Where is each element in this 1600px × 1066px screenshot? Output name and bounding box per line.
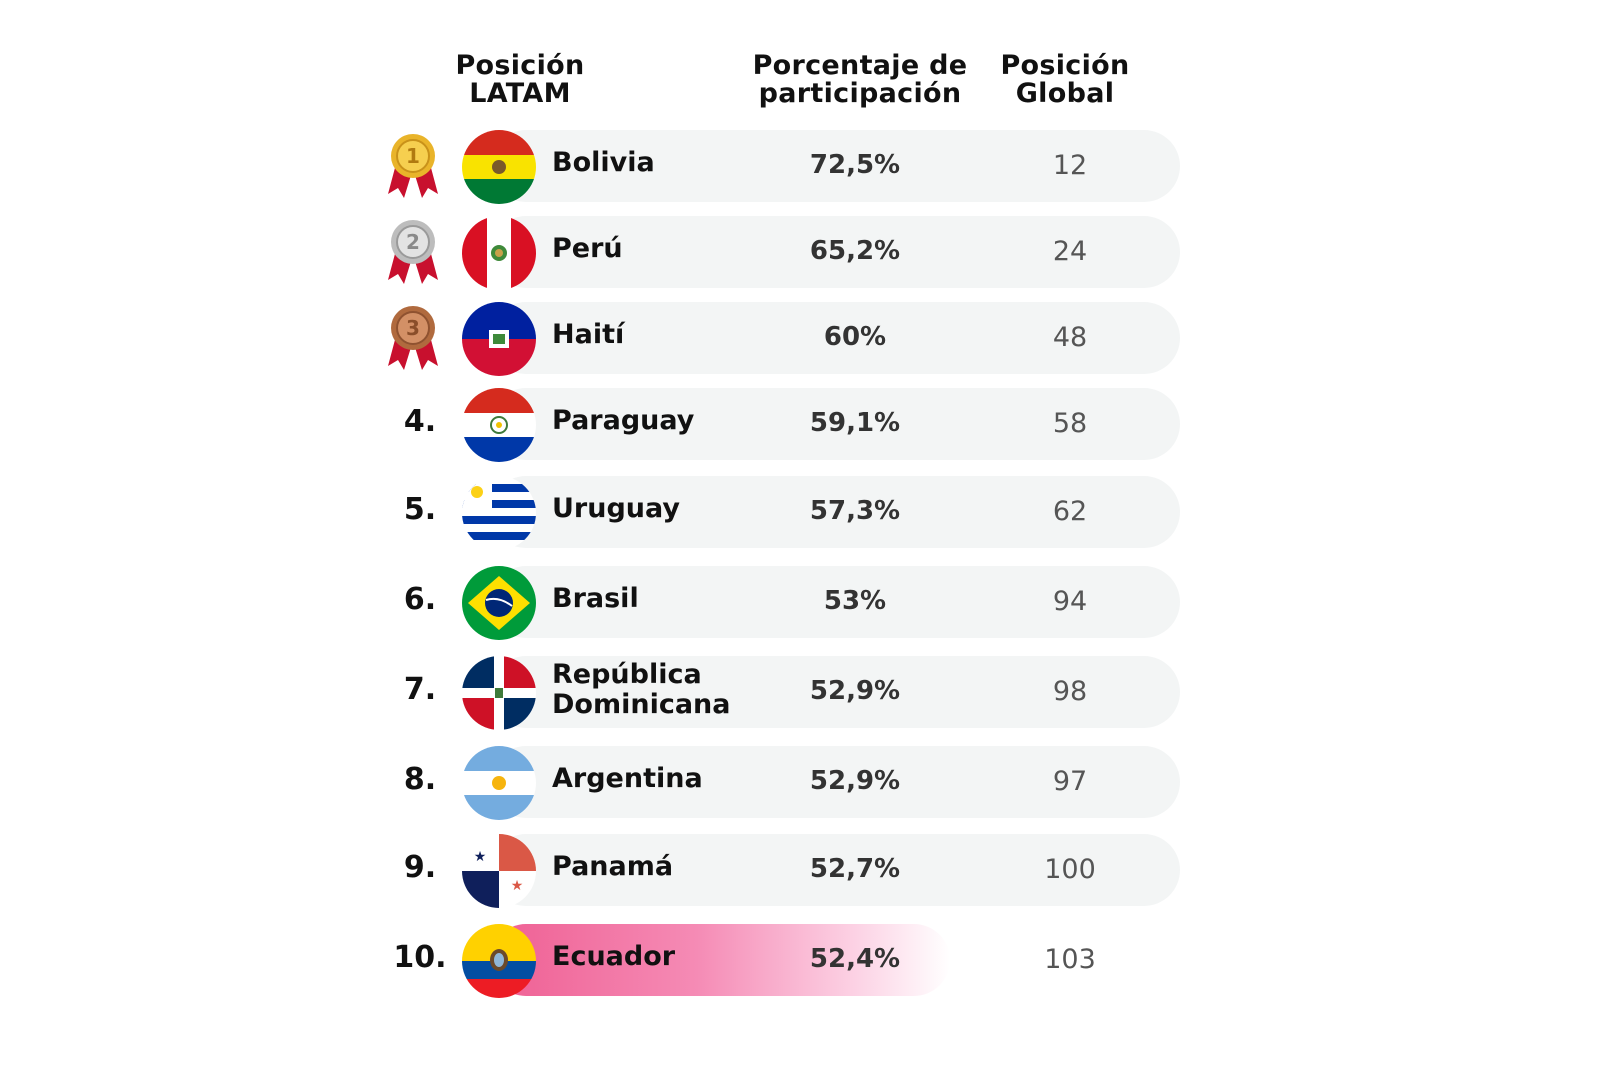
- row-background: [490, 476, 1180, 548]
- header-global-line1: Posición: [1000, 50, 1130, 81]
- haiti-flag-icon: [462, 302, 536, 376]
- svg-text:★: ★: [511, 878, 524, 894]
- gold-medal-icon: 1: [382, 130, 444, 202]
- row-background: [490, 130, 1180, 202]
- rank-number: 9.: [403, 850, 437, 885]
- paraguay-flag-icon: [462, 388, 536, 462]
- svg-text:2: 2: [406, 230, 420, 254]
- peru-flag-icon: [462, 216, 536, 290]
- argentina-flag-icon: [462, 746, 536, 820]
- brasil-flag-icon: [462, 566, 536, 640]
- header-pct-line2: participación: [758, 78, 962, 109]
- row-background: [490, 746, 1180, 818]
- participation-percent: 52,9%: [809, 766, 901, 796]
- bolivia-flag-icon: [462, 130, 536, 204]
- row-background: [490, 302, 1180, 374]
- country-name: Paraguay: [552, 405, 695, 436]
- participation-percent: 53%: [823, 586, 887, 616]
- global-position: 98: [1052, 676, 1088, 707]
- table-row-paraguay: 4. Paraguay 59,1% 58: [0, 388, 1600, 462]
- participation-percent: 65,2%: [809, 236, 901, 266]
- header-posicion-global: Posición Global: [985, 52, 1145, 108]
- global-position: 62: [1052, 496, 1088, 527]
- bronze-medal-icon: 3: [382, 302, 444, 374]
- row-background: [490, 388, 1180, 460]
- rank-number: 5.: [403, 492, 437, 527]
- header-pct-line1: Porcentaje de: [752, 50, 968, 81]
- country-name: Bolivia: [552, 147, 655, 178]
- table-row-haiti: 3 Haití 60% 48: [0, 302, 1600, 376]
- silver-medal-icon: 2: [382, 216, 444, 288]
- global-position: 12: [1052, 150, 1088, 181]
- participation-percent: 72,5%: [809, 150, 901, 180]
- svg-text:1: 1: [406, 144, 420, 168]
- country-name: Ecuador: [552, 941, 676, 972]
- country-name: Uruguay: [552, 493, 680, 524]
- global-position: 97: [1052, 766, 1088, 797]
- header-latam-line2: LATAM: [469, 78, 571, 109]
- panama-flag-icon: ★ ★: [462, 834, 536, 908]
- participation-percent: 52,4%: [809, 944, 901, 974]
- country-name: Panamá: [552, 851, 674, 882]
- table-row-argentina: 8. Argentina 52,9% 97: [0, 746, 1600, 820]
- header-posicion-latam: Posición LATAM: [440, 52, 600, 108]
- header-latam-line1: Posición: [455, 50, 585, 81]
- participation-percent: 52,7%: [809, 854, 901, 884]
- global-position: 24: [1052, 236, 1088, 267]
- global-position: 103: [1044, 944, 1096, 975]
- country-name: República Dominicana: [552, 660, 731, 720]
- participation-percent: 52,9%: [809, 676, 901, 706]
- participation-percent: 57,3%: [809, 496, 901, 526]
- ecuador-flag-icon: [462, 924, 536, 998]
- rank-number: 10.: [393, 940, 447, 975]
- table-row-ecuador: 10. Ecuador 52,4% 103: [0, 924, 1600, 998]
- table-row-bolivia: 1 Bolivia 72,5% 12: [0, 130, 1600, 204]
- svg-text:3: 3: [406, 316, 420, 340]
- rank-number: 4.: [403, 404, 437, 439]
- header-global-line2: Global: [1015, 78, 1115, 109]
- table-row-peru: 2 Perú 65,2% 24: [0, 216, 1600, 290]
- country-name-line1: República: [552, 659, 702, 690]
- row-background: [490, 656, 1180, 728]
- table-row-brasil: 6. Brasil 53% 94: [0, 566, 1600, 640]
- svg-text:★: ★: [474, 849, 487, 865]
- participation-percent: 59,1%: [809, 408, 901, 438]
- uruguay-flag-icon: [462, 476, 536, 550]
- table-row-republica-dominicana: 7. República Dominicana 52,9% 98: [0, 656, 1600, 730]
- table-row-panama: 9. ★ ★ Panamá 52,7% 100: [0, 834, 1600, 908]
- row-highlight-background: [490, 924, 950, 996]
- country-name-line2: Dominicana: [552, 689, 731, 720]
- country-name: Perú: [552, 233, 623, 264]
- global-position: 100: [1044, 854, 1096, 885]
- row-background: [490, 566, 1180, 638]
- header-porcentaje: Porcentaje de participación: [740, 52, 980, 108]
- global-position: 94: [1052, 586, 1088, 617]
- rank-number: 7.: [403, 672, 437, 707]
- country-name: Brasil: [552, 583, 639, 614]
- participation-percent: 60%: [823, 322, 887, 352]
- row-background: [490, 834, 1180, 906]
- global-position: 48: [1052, 322, 1088, 353]
- rank-number: 6.: [403, 582, 437, 617]
- row-background: [490, 216, 1180, 288]
- rank-number: 8.: [403, 762, 437, 797]
- country-name: Haití: [552, 319, 625, 350]
- dominican-republic-flag-icon: [462, 656, 536, 730]
- table-row-uruguay: 5. Uruguay 57,3% 62: [0, 476, 1600, 550]
- country-name: Argentina: [552, 763, 703, 794]
- global-position: 58: [1052, 408, 1088, 439]
